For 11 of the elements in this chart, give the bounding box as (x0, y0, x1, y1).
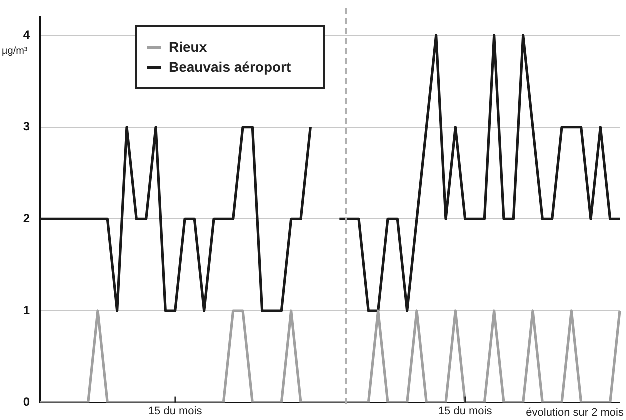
y-axis-title: µg/m³ (2, 46, 28, 57)
legend-label: Beauvais aéroport (169, 59, 292, 75)
y-tick-label: 3 (23, 120, 30, 134)
y-tick-label: 1 (23, 303, 30, 318)
y-tick-label: 4 (23, 28, 30, 42)
y-tick-label: 2 (23, 211, 30, 226)
legend-label: Rieux (169, 39, 208, 55)
x-tick-label: 15 du mois (438, 405, 493, 418)
x-tick-label: 15 du mois (148, 405, 203, 418)
text: évolution sur 2 mois (526, 407, 624, 419)
y-tick-label: 0 (23, 395, 30, 410)
